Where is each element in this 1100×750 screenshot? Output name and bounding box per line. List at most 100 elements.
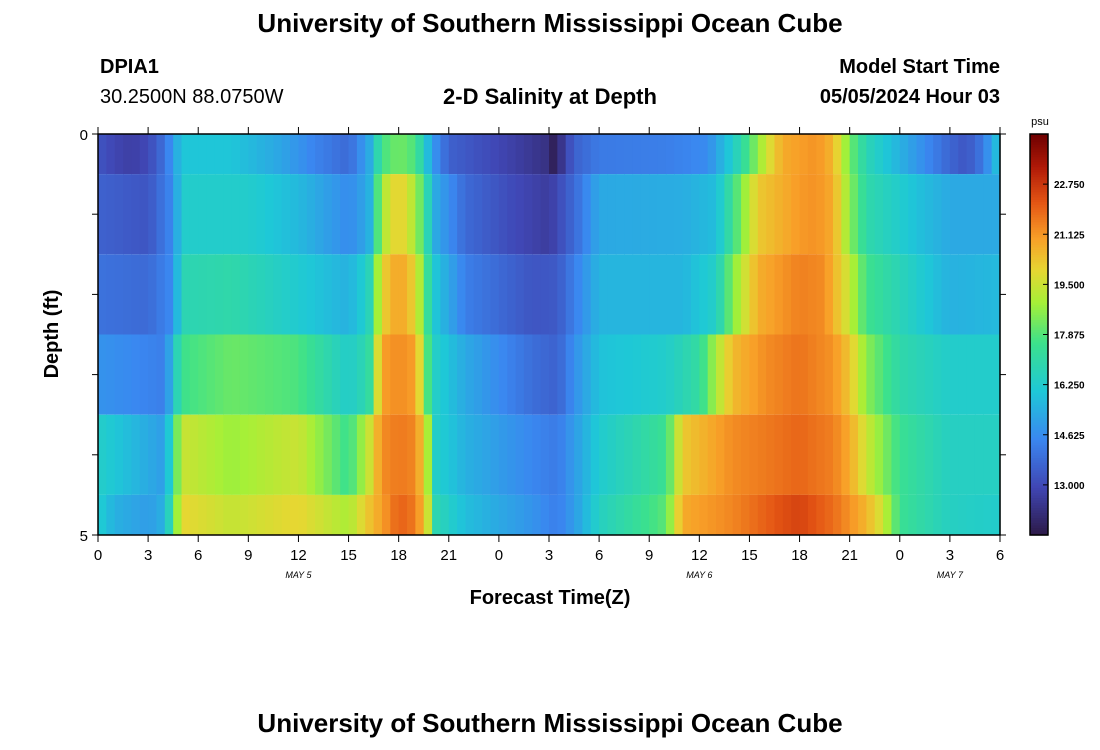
heatmap-cell bbox=[373, 334, 383, 415]
heatmap-cell bbox=[824, 334, 834, 415]
heatmap-cell bbox=[791, 254, 801, 335]
heatmap-cell bbox=[507, 254, 517, 335]
heatmap-cell bbox=[774, 134, 784, 175]
heatmap-cell bbox=[256, 174, 266, 255]
heatmap-cell bbox=[557, 174, 567, 255]
heatmap-cell bbox=[148, 134, 158, 175]
heatmap-cell bbox=[265, 174, 274, 255]
heatmap-cell bbox=[874, 174, 884, 255]
colorbar-segment bbox=[1030, 314, 1048, 318]
heatmap-cell bbox=[490, 174, 500, 255]
heatmap-cell bbox=[782, 254, 792, 335]
heatmap-cell bbox=[440, 134, 450, 175]
heatmap-cell bbox=[791, 134, 801, 175]
heatmap-cell bbox=[924, 414, 934, 495]
heatmap-cell bbox=[774, 174, 784, 255]
heatmap-cell bbox=[674, 494, 684, 535]
colorbar-segment bbox=[1030, 141, 1048, 145]
heatmap-cell bbox=[891, 174, 901, 255]
heatmap-cell bbox=[415, 174, 425, 255]
x-tick-label: 6 bbox=[996, 547, 1004, 564]
heatmap-cell bbox=[824, 254, 834, 335]
heatmap-cell bbox=[549, 334, 558, 415]
heatmap-cell bbox=[991, 134, 1001, 175]
heatmap-cell bbox=[849, 414, 859, 495]
colorbar-tick-label: 17.875 bbox=[1054, 331, 1085, 342]
heatmap-cell bbox=[473, 334, 483, 415]
heatmap-cell bbox=[231, 334, 241, 415]
colorbar-segment bbox=[1030, 151, 1048, 155]
heatmap-cell bbox=[549, 414, 558, 495]
heatmap-cell bbox=[615, 414, 625, 495]
heatmap-cell bbox=[131, 494, 141, 535]
colorbar-segment bbox=[1030, 464, 1048, 468]
heatmap-cell bbox=[515, 414, 525, 495]
heatmap-cell bbox=[974, 494, 984, 535]
heatmap-cell bbox=[883, 254, 893, 335]
heatmap-cell bbox=[557, 414, 567, 495]
heatmap-cell bbox=[415, 334, 425, 415]
heatmap-cell bbox=[657, 494, 667, 535]
heatmap-cell bbox=[791, 334, 801, 415]
x-tick-label: 21 bbox=[440, 547, 457, 564]
heatmap-cell bbox=[624, 134, 634, 175]
heatmap-cell bbox=[123, 134, 133, 175]
heatmap-cell bbox=[315, 414, 325, 495]
heatmap-cell bbox=[98, 174, 107, 255]
colorbar-segment bbox=[1030, 387, 1048, 391]
heatmap-cell bbox=[732, 414, 742, 495]
heatmap-cell bbox=[832, 494, 842, 535]
heatmap-cell bbox=[557, 334, 567, 415]
heatmap-cell bbox=[440, 254, 450, 335]
heatmap-cell bbox=[582, 414, 592, 495]
heatmap-cell bbox=[106, 254, 116, 335]
heatmap-cell bbox=[849, 334, 859, 415]
heatmap-cell bbox=[465, 494, 475, 535]
heatmap-cell bbox=[331, 254, 341, 335]
colorbar-segment bbox=[1030, 532, 1048, 536]
colorbar-segment bbox=[1030, 164, 1048, 168]
heatmap-cell bbox=[649, 494, 659, 535]
heatmap-cell bbox=[599, 254, 609, 335]
heatmap-cell bbox=[891, 494, 901, 535]
heatmap-cell bbox=[599, 334, 609, 415]
heatmap-cell bbox=[114, 414, 124, 495]
colorbar-segment bbox=[1030, 394, 1048, 398]
heatmap-cell bbox=[724, 134, 734, 175]
heatmap-cell bbox=[816, 334, 826, 415]
heatmap-cell bbox=[331, 494, 341, 535]
heatmap-cell bbox=[741, 254, 751, 335]
heatmap-cell bbox=[699, 174, 709, 255]
heatmap-cell bbox=[549, 134, 558, 175]
heatmap-cell bbox=[290, 134, 300, 175]
colorbar-segment bbox=[1030, 271, 1048, 275]
heatmap-cell bbox=[924, 334, 934, 415]
heatmap-cell bbox=[841, 134, 851, 175]
heatmap-cell bbox=[974, 254, 984, 335]
heatmap-cell bbox=[164, 254, 174, 335]
colorbar-segment bbox=[1030, 392, 1048, 396]
heatmap-cell bbox=[665, 134, 675, 175]
heatmap-cell bbox=[607, 414, 617, 495]
heatmap-cell bbox=[223, 334, 233, 415]
heatmap-cell bbox=[423, 134, 433, 175]
heatmap-cell bbox=[448, 174, 458, 255]
heatmap-cell bbox=[214, 494, 224, 535]
heatmap-cell bbox=[248, 494, 258, 535]
heatmap-cell bbox=[582, 254, 592, 335]
heatmap-cell bbox=[231, 254, 241, 335]
colorbar-segment bbox=[1030, 447, 1048, 451]
heatmap-cell bbox=[682, 254, 692, 335]
colorbar-segment bbox=[1030, 324, 1048, 328]
heatmap-cell bbox=[958, 174, 968, 255]
colorbar-segment bbox=[1030, 347, 1048, 351]
heatmap-cell bbox=[523, 494, 533, 535]
heatmap-cell bbox=[866, 334, 876, 415]
heatmap-cell bbox=[231, 494, 241, 535]
heatmap-cells bbox=[98, 134, 1001, 535]
heatmap-cell bbox=[690, 134, 700, 175]
heatmap-cell bbox=[707, 494, 717, 535]
heatmap-cell bbox=[465, 174, 475, 255]
x-tick-label: 18 bbox=[390, 547, 407, 564]
colorbar-segment bbox=[1030, 474, 1048, 478]
